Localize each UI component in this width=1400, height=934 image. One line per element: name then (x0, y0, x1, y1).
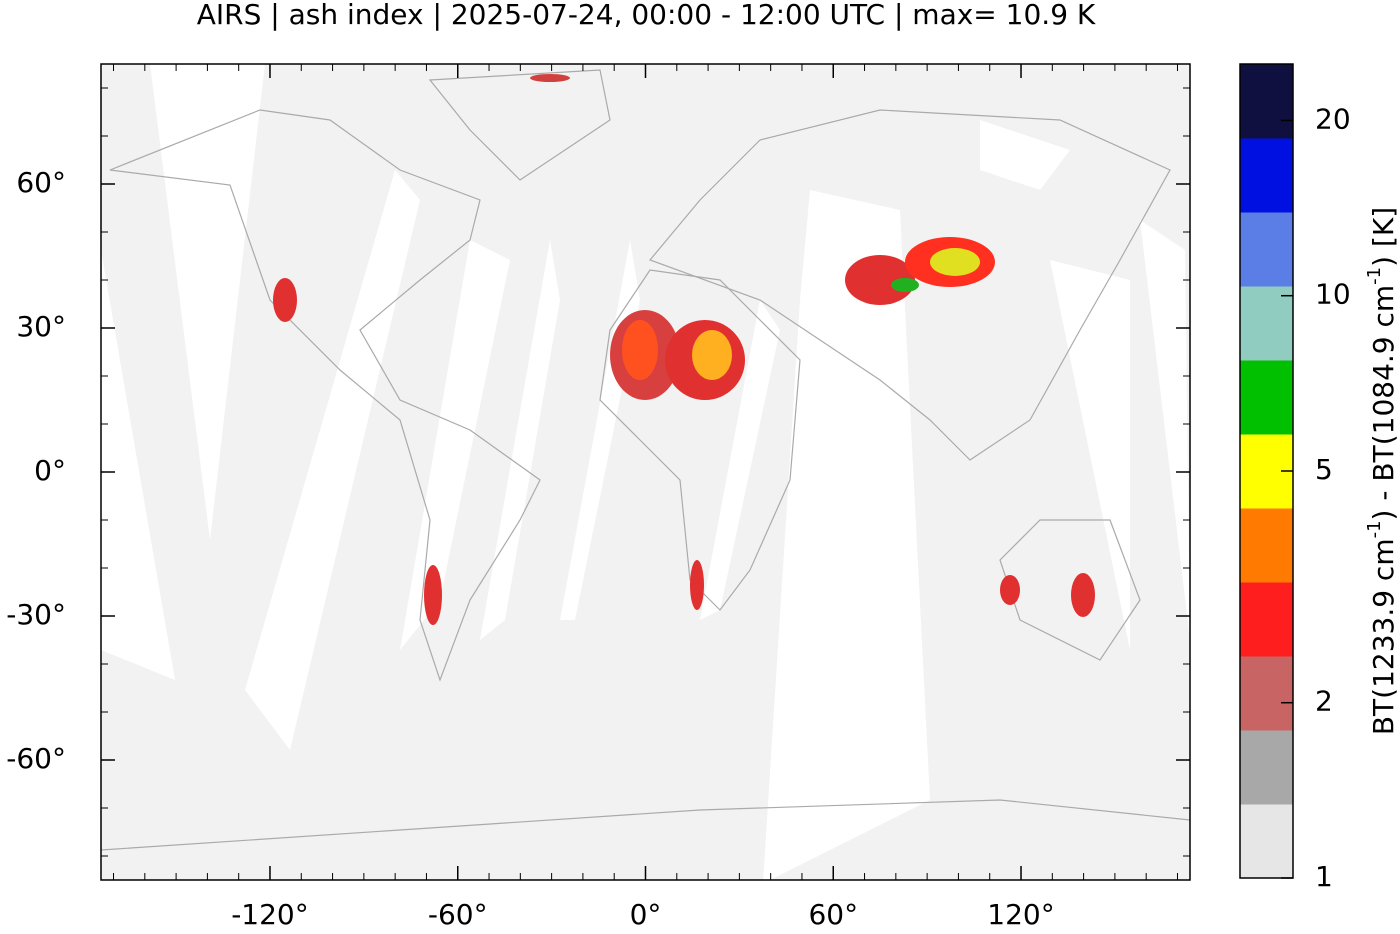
colorbar-label: BT(1233.9 cm-1) - BT(1084.9 cm-1) [K] (1364, 207, 1400, 735)
x-tick-label: 0° (630, 898, 662, 930)
y-tick-label: 0° (34, 454, 66, 487)
colorbar-segment (1240, 804, 1293, 879)
colorbar-segment (1240, 508, 1293, 583)
x-tick-label: -120° (231, 898, 309, 930)
x-tick-label: 120° (987, 898, 1054, 930)
colorbar-segment (1240, 138, 1293, 213)
y-tick-label: 30° (16, 310, 66, 343)
x-tick-label: 60° (808, 898, 858, 930)
colorbar-tick-label: 1 (1315, 860, 1333, 893)
colorbar-tick-label: 2 (1315, 685, 1333, 718)
y-tick-label: 60° (16, 166, 66, 199)
colorbar-segment (1240, 730, 1293, 805)
label-superscript: -1 (1364, 267, 1385, 285)
colorbar-segment (1240, 360, 1293, 435)
map (101, 64, 1190, 930)
label-text: BT(1233.9 cm (1367, 538, 1400, 735)
colorbar-tick-label: 5 (1315, 453, 1333, 486)
label-superscript: -1 (1364, 520, 1385, 538)
colorbar-segment (1240, 582, 1293, 657)
label-text: ) - BT(1084.9 cm (1367, 285, 1400, 521)
colorbar-tick-label: 20 (1315, 102, 1351, 135)
colorbar-segment (1240, 656, 1293, 731)
label-text: ) [K] (1367, 207, 1400, 267)
colorbar-tick-label: 10 (1315, 278, 1351, 311)
swath-background (101, 64, 1190, 880)
y-tick-label: -30° (6, 598, 66, 631)
y-tick-label: -60° (6, 742, 66, 775)
colorbar-segment (1240, 286, 1293, 361)
title: AIRS | ash index | 2025-07-24, 00:00 - 1… (197, 0, 1096, 31)
colorbar-segment (1240, 64, 1293, 139)
x-tick-label: -60° (428, 898, 488, 930)
colorbar-segment (1240, 212, 1293, 287)
